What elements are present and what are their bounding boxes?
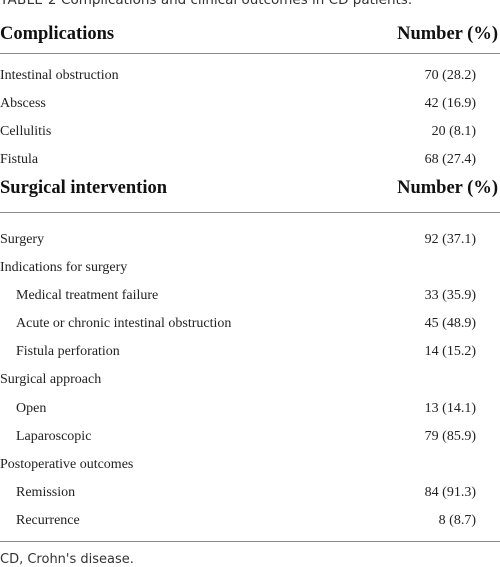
row-value: 84 (91.3): [424, 485, 476, 500]
row-value: 42 (16.9): [424, 96, 476, 111]
table-row: Cellulitis 20 (8.1): [0, 119, 500, 147]
row-value: 20 (8.1): [431, 124, 476, 139]
table-row: Fistula 68 (27.4): [0, 147, 500, 175]
row-label: Indications for surgery: [0, 260, 128, 275]
row-label: Abscess: [0, 96, 46, 111]
table-row: Postoperative outcomes: [0, 452, 500, 480]
complications-header-rule: [0, 53, 500, 54]
surgical-header-number: Number (%): [397, 178, 498, 198]
row-label: Remission: [16, 485, 76, 500]
row-label: Medical treatment failure: [16, 288, 159, 303]
table-row: Surgery 92 (37.1): [0, 227, 500, 255]
table-row: Remission 84 (91.3): [0, 480, 500, 508]
table-row: Recurrence 8 (8.7): [0, 508, 500, 536]
table-bottom-rule: [0, 541, 500, 542]
row-value: 45 (48.9): [424, 316, 476, 331]
surgical-header: Surgical intervention Number (%): [0, 174, 500, 204]
row-label: Intestinal obstruction: [0, 68, 119, 83]
table-row: Fistula perforation 14 (15.2): [0, 339, 500, 367]
row-value: 68 (27.4): [424, 152, 476, 167]
row-label: Laparoscopic: [16, 429, 92, 444]
table-row: Surgical approach: [0, 367, 500, 395]
row-label: Fistula perforation: [16, 344, 120, 359]
table-row: Open 13 (14.1): [0, 396, 500, 424]
table-row: Medical treatment failure 33 (35.9): [0, 283, 500, 311]
table-row: Abscess 42 (16.9): [0, 91, 500, 119]
row-label: Surgical approach: [0, 372, 102, 387]
table-row: Laparoscopic 79 (85.9): [0, 424, 500, 452]
row-label: Acute or chronic intestinal obstruction: [16, 316, 232, 331]
row-value: 33 (35.9): [424, 288, 476, 303]
row-value: 92 (37.1): [424, 232, 476, 247]
table-title: Complications and clinical outcomes in C…: [61, 0, 413, 8]
row-value: 8 (8.7): [438, 513, 476, 528]
table-footnote: CD, Crohn's disease.: [0, 552, 134, 567]
complications-header: Complications Number (%): [0, 20, 500, 50]
row-value: 70 (28.2): [424, 68, 476, 83]
table-caption: TABLE 2 Complications and clinical outco…: [0, 0, 412, 8]
complications-header-label: Complications: [0, 24, 115, 44]
row-value: 14 (15.2): [424, 344, 476, 359]
surgical-header-rule: [0, 212, 500, 213]
row-value: 79 (85.9): [424, 429, 476, 444]
row-label: Fistula: [0, 152, 39, 167]
table-row: Indications for surgery: [0, 255, 500, 283]
surgical-header-label: Surgical intervention: [0, 178, 168, 198]
complications-header-number: Number (%): [397, 24, 498, 44]
row-label: Cellulitis: [0, 124, 52, 139]
row-value: 13 (14.1): [424, 401, 476, 416]
row-label: Postoperative outcomes: [0, 457, 134, 472]
row-label: Open: [16, 401, 47, 416]
row-label: Surgery: [0, 232, 45, 247]
table-label: TABLE 2: [0, 0, 57, 8]
row-label: Recurrence: [16, 513, 80, 528]
table-row: Acute or chronic intestinal obstruction …: [0, 311, 500, 339]
table-row: Intestinal obstruction 70 (28.2): [0, 63, 500, 91]
